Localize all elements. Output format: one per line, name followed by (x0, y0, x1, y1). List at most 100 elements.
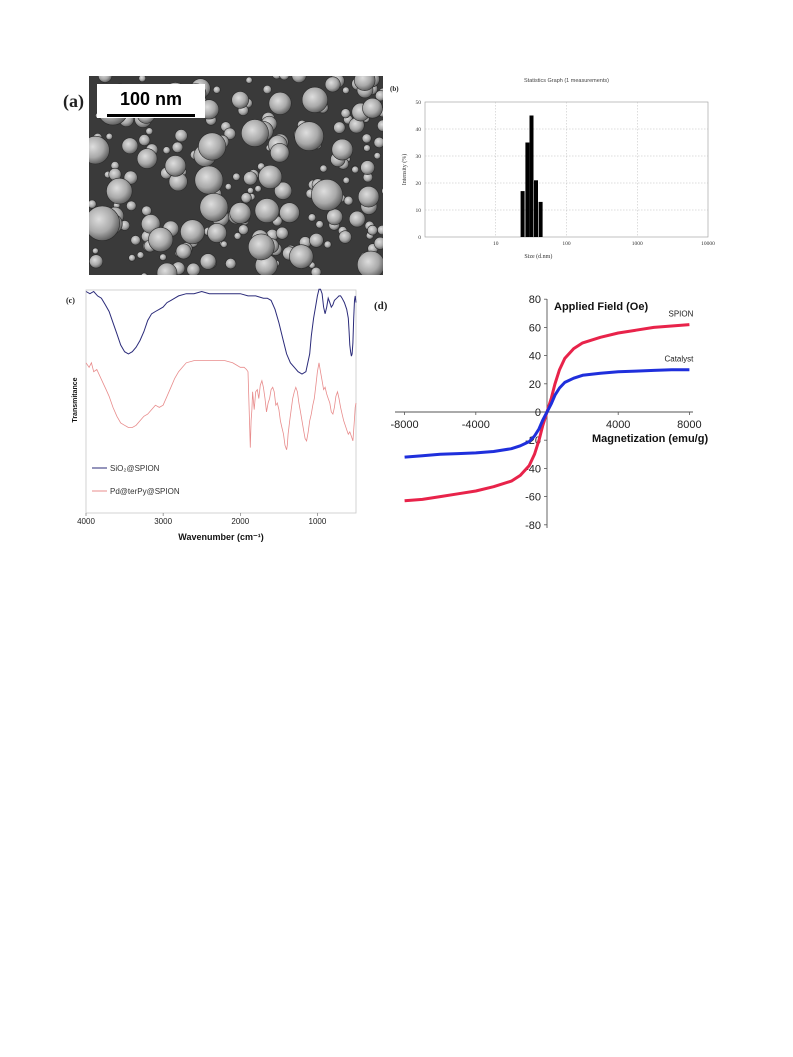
sem-particle (319, 164, 328, 173)
sem-particle (315, 220, 324, 229)
sem-particle (140, 272, 148, 275)
sem-particle (232, 172, 241, 181)
vsm-x-tick-label: -4000 (462, 419, 490, 431)
sem-particle (274, 181, 293, 200)
sem-particle (126, 200, 137, 212)
sem-particle (275, 226, 289, 240)
sem-particle (338, 230, 352, 244)
sem-particle (136, 251, 145, 259)
sem-particle (186, 262, 201, 275)
vsm-y-tick-label: 80 (529, 294, 541, 306)
dls-y-tick-label: 50 (416, 100, 422, 106)
sem-particle (89, 254, 104, 269)
dls-bar (529, 115, 534, 237)
sem-particle (248, 233, 275, 261)
ftir-chart: 4000 3000 2000 1000 Wavenumber (cm⁻¹) Transmi… (72, 288, 357, 542)
sem-particle (373, 152, 381, 160)
sem-particle (294, 121, 324, 152)
scale-bar-line (107, 114, 195, 117)
sem-particle (307, 213, 317, 222)
vsm-y-tick-label: 0 (535, 407, 541, 419)
vsm-y-tick-label: -60 (525, 492, 541, 504)
sem-particle (360, 160, 375, 175)
vsm-y-axis-label: Applied Field (Oe) (554, 301, 648, 313)
panel-label-c: (c) (66, 296, 75, 305)
sem-particle (136, 148, 158, 169)
sem-particle (333, 121, 346, 134)
scale-bar-label: 100 nm (119, 89, 183, 109)
vsm-x-tick-label: -8000 (391, 419, 419, 431)
sem-particle (194, 165, 224, 195)
sem-particle (106, 177, 133, 205)
sem-particle (162, 146, 171, 155)
panel-label-d: (d) (374, 300, 388, 312)
sem-particle (164, 155, 187, 177)
sem-particle (326, 208, 343, 226)
sem-particle (268, 91, 292, 115)
sem-particle (138, 76, 147, 83)
sem-particle (171, 141, 184, 154)
sem-particle (174, 129, 188, 143)
sem-particle (92, 247, 99, 255)
sem-particle (254, 198, 280, 224)
sem-particle (311, 179, 344, 212)
panel-label-b: (b) (390, 85, 399, 93)
vsm-series-label: SPION (668, 310, 693, 319)
dls-bar (538, 201, 543, 237)
vsm-x-tick-label: 8000 (677, 419, 701, 431)
sem-particle (279, 202, 300, 223)
dls-y-tick-label: 0 (418, 235, 421, 241)
sem-particle (291, 76, 307, 83)
sem-particle (105, 132, 113, 141)
sem-particle (361, 133, 372, 144)
sem-particle (199, 192, 229, 222)
sem-particle (245, 76, 253, 84)
vsm-series-label: Catalyst (664, 355, 694, 364)
sem-particle (156, 262, 178, 275)
sem-particle (240, 119, 269, 148)
sem-particle (199, 253, 217, 270)
sem-particle (231, 91, 249, 109)
sem-particle (354, 76, 376, 91)
ftir-x-axis-label: Wavenumber (cm⁻¹) (178, 532, 263, 542)
sem-particle (212, 85, 221, 94)
sem-particle (207, 223, 227, 243)
sem-particle (342, 176, 350, 184)
sem-particle (357, 250, 383, 275)
sem-particle (357, 185, 380, 208)
sem-particle (343, 195, 354, 206)
dls-chart: Statistics Graph (1 measurements) 0 10 20 30… (401, 78, 715, 260)
sem-particle (323, 240, 332, 249)
panel-label-a: (a) (63, 91, 84, 111)
sem-particle (340, 108, 351, 119)
sem-particle (367, 224, 378, 236)
sem-particle (225, 258, 237, 270)
sem-particle (130, 235, 141, 246)
dls-y-tick-label: 20 (416, 181, 422, 187)
ftir-x-tick-label: 4000 (77, 517, 95, 526)
sem-particle (254, 185, 262, 193)
sem-particle (89, 199, 97, 209)
ftir-plot-frame (85, 289, 357, 514)
dls-title: Statistics Graph (1 measurements) (524, 78, 609, 84)
vsm-x-tick-label: 4000 (606, 419, 630, 431)
sem-particle (240, 192, 252, 204)
sem-particle (223, 127, 236, 140)
ftir-legend-label: Pd@terPy@SPION (110, 487, 180, 496)
sem-particle (301, 86, 328, 113)
sem-particle (375, 90, 383, 102)
dls-y-tick-label: 30 (416, 154, 422, 160)
ftir-y-axis-label: Transmitance (72, 377, 79, 422)
sem-particle (98, 76, 113, 83)
sem-particle (309, 233, 324, 248)
sem-particle (175, 243, 192, 260)
sem-particle (377, 119, 383, 132)
dls-bar (525, 142, 530, 237)
ftir-legend-label: SiO₂@SPION (110, 464, 160, 473)
sem-particle (121, 137, 139, 155)
sem-particle (351, 165, 360, 174)
ftir-x-tick-label: 2000 (231, 517, 249, 526)
sem-particle (262, 85, 272, 94)
dls-x-tick-label: 10 (493, 241, 499, 247)
sem-particle (377, 225, 383, 235)
